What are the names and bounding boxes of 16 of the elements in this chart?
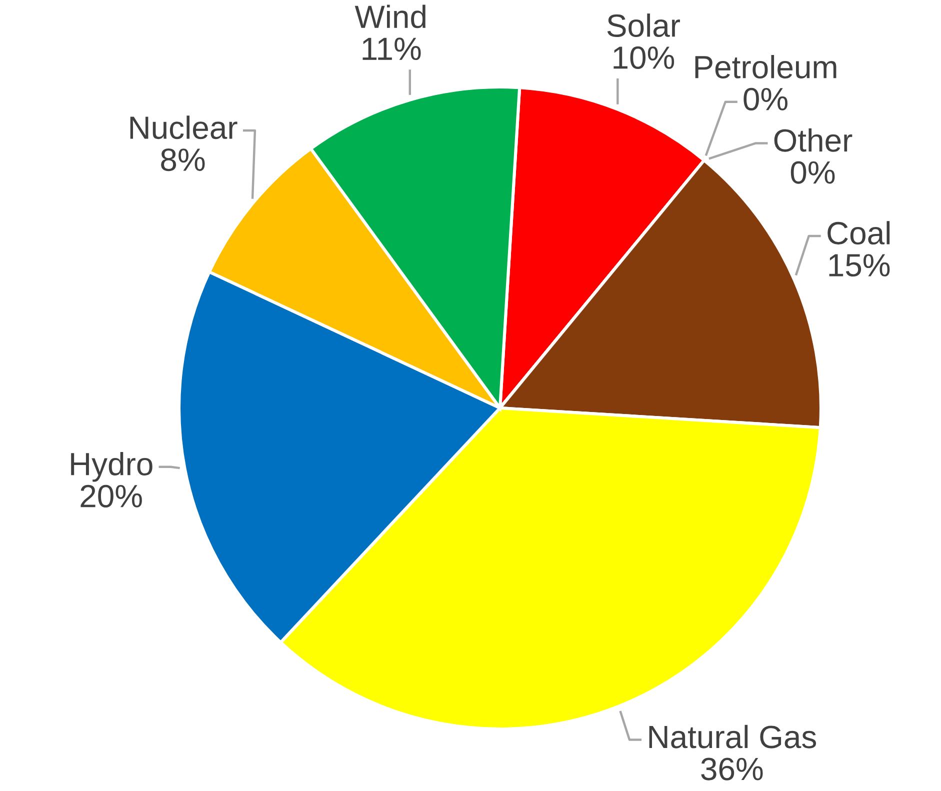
data-label: 8%: [161, 148, 205, 172]
text: 0%: [790, 161, 835, 184]
data-label: 10%: [614, 46, 674, 69]
slice-label: Coal: [828, 221, 890, 245]
slice-label: Natural Gas: [649, 724, 816, 748]
data-label: 15%: [829, 254, 890, 277]
slice-label: Wind: [354, 4, 426, 28]
data-label: 11%: [362, 38, 421, 60]
slice-label: Nuclear: [130, 116, 238, 140]
text: 0%: [744, 88, 788, 110]
legend-label: Other: [774, 128, 852, 152]
category-label: Petroleum: [695, 55, 836, 78]
slice-label: Hydro: [71, 452, 152, 482]
slice-label: Solar: [607, 14, 680, 37]
data-label: 36%: [701, 758, 763, 780]
data-label: 20%: [80, 484, 142, 508]
